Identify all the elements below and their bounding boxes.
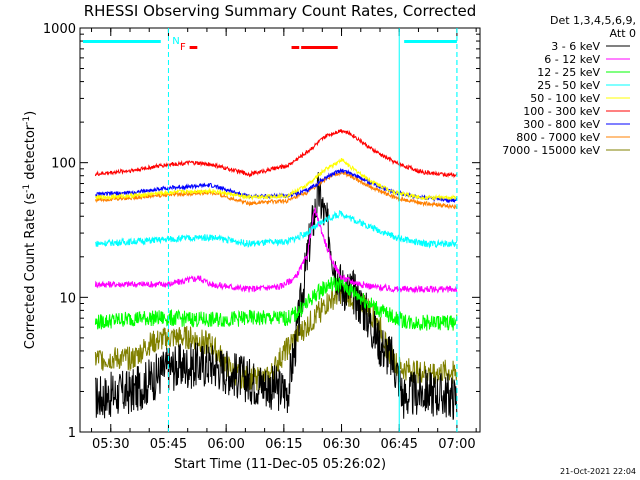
night-flag-bar [83, 40, 161, 43]
y-axis-label-sup2: -1 [22, 116, 32, 125]
series-line [94, 129, 458, 179]
y-tick-label: 100 [51, 157, 76, 172]
legend-label: 12 - 25 keV [537, 66, 600, 79]
y-tick-label: 1000 [43, 22, 76, 37]
y-axis-label-end: ) [23, 111, 38, 116]
flag-annotation: F [180, 42, 186, 53]
overlay-layer: NF [83, 28, 458, 432]
x-tick-label: 05:30 [92, 437, 129, 452]
series-line [94, 207, 458, 294]
x-tick-label: 05:45 [150, 437, 187, 452]
y-axis-label-main: Corrected Count Rate (s [23, 193, 38, 350]
series-line [94, 158, 457, 201]
y-axis-label-sup1: -1 [22, 184, 32, 193]
flare-flag-bar [291, 46, 300, 49]
legend-label: 3 - 6 keV [551, 40, 600, 53]
y-axis-label-mid: detector [23, 124, 38, 184]
timestamp: 21-Oct-2021 22:04 [560, 467, 636, 476]
series-line [94, 170, 458, 210]
flag-annotation: N [172, 36, 179, 47]
legend-label: 50 - 100 keV [530, 92, 600, 105]
series-line [94, 172, 458, 420]
plot-area [79, 27, 481, 433]
series-line [95, 209, 458, 249]
legend-label: 300 - 800 keV [523, 118, 600, 131]
y-tick-label: 1 [68, 426, 76, 441]
x-tick-label: 06:45 [380, 437, 417, 452]
y-tick-label: 10 [59, 291, 76, 306]
x-tick-label: 06:00 [207, 437, 244, 452]
night-flag-bar [404, 40, 457, 43]
series-line [94, 275, 458, 331]
y-axis-label: Corrected Count Rate (s-1 detector-1) [22, 111, 38, 349]
x-axis-label: Start Time (11-Dec-05 05:26:02) [174, 457, 386, 472]
chart-title: RHESSI Observing Summary Count Rates, Co… [84, 2, 477, 20]
x-tick-label: 06:15 [265, 437, 302, 452]
legend-label: 25 - 50 keV [537, 79, 600, 92]
legend-label: 100 - 300 keV [523, 105, 600, 118]
plot-frame [79, 27, 481, 433]
series-layer [94, 129, 458, 420]
flare-flag-bar [301, 46, 338, 49]
legend-label: 6 - 12 keV [544, 53, 600, 66]
legend-header-detectors: Det 1,3,4,5,6,9, [550, 14, 636, 27]
legend-header-attenuator: Att 0 [610, 27, 636, 40]
legend-label: 7000 - 15000 keV [502, 144, 600, 157]
legend-label: 800 - 7000 keV [516, 131, 600, 144]
flare-flag-bar [189, 46, 198, 49]
x-axis: 05:30 05:45 06:00 06:15 06:30 06:45 07:00 [91, 28, 477, 452]
x-tick-label: 06:30 [323, 437, 360, 452]
x-tick-label: 07:00 [438, 437, 475, 452]
